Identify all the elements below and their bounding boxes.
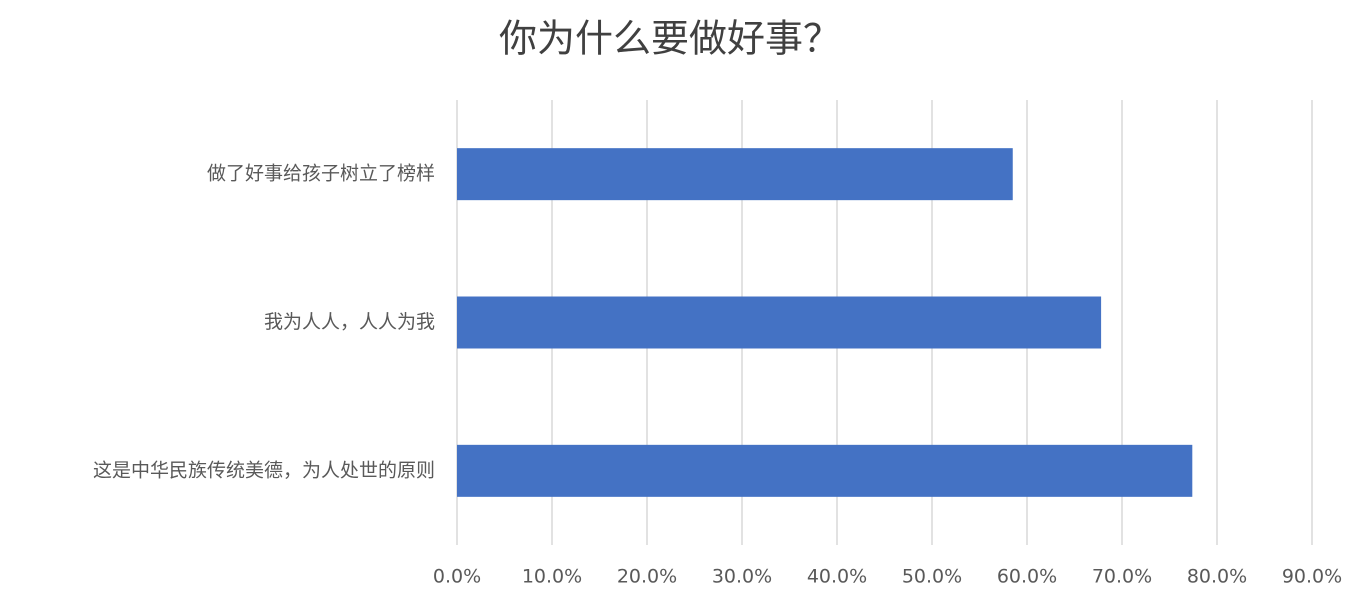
bar	[457, 444, 1193, 497]
x-tick-label: 80.0%	[1187, 566, 1247, 588]
x-tick-label: 0.0%	[433, 566, 481, 588]
x-tick-label: 50.0%	[902, 566, 962, 588]
bar	[457, 296, 1102, 349]
x-tick-label: 40.0%	[807, 566, 867, 588]
x-tick-label: 60.0%	[997, 566, 1057, 588]
bar	[457, 148, 1013, 201]
x-tick-label: 90.0%	[1282, 566, 1342, 588]
y-tick-label: 我为人人，人人为我	[264, 311, 435, 333]
x-tick-label: 20.0%	[617, 566, 677, 588]
x-tick-label: 10.0%	[522, 566, 582, 588]
chart-title: 你为什么要做好事？	[499, 17, 841, 61]
x-tick-label: 30.0%	[712, 566, 772, 588]
x-tick-label: 70.0%	[1092, 566, 1152, 588]
y-tick-label: 这是中华民族传统美德，为人处世的原则	[93, 459, 435, 481]
y-tick-label: 做了好事给孩子树立了榜样	[207, 163, 435, 185]
